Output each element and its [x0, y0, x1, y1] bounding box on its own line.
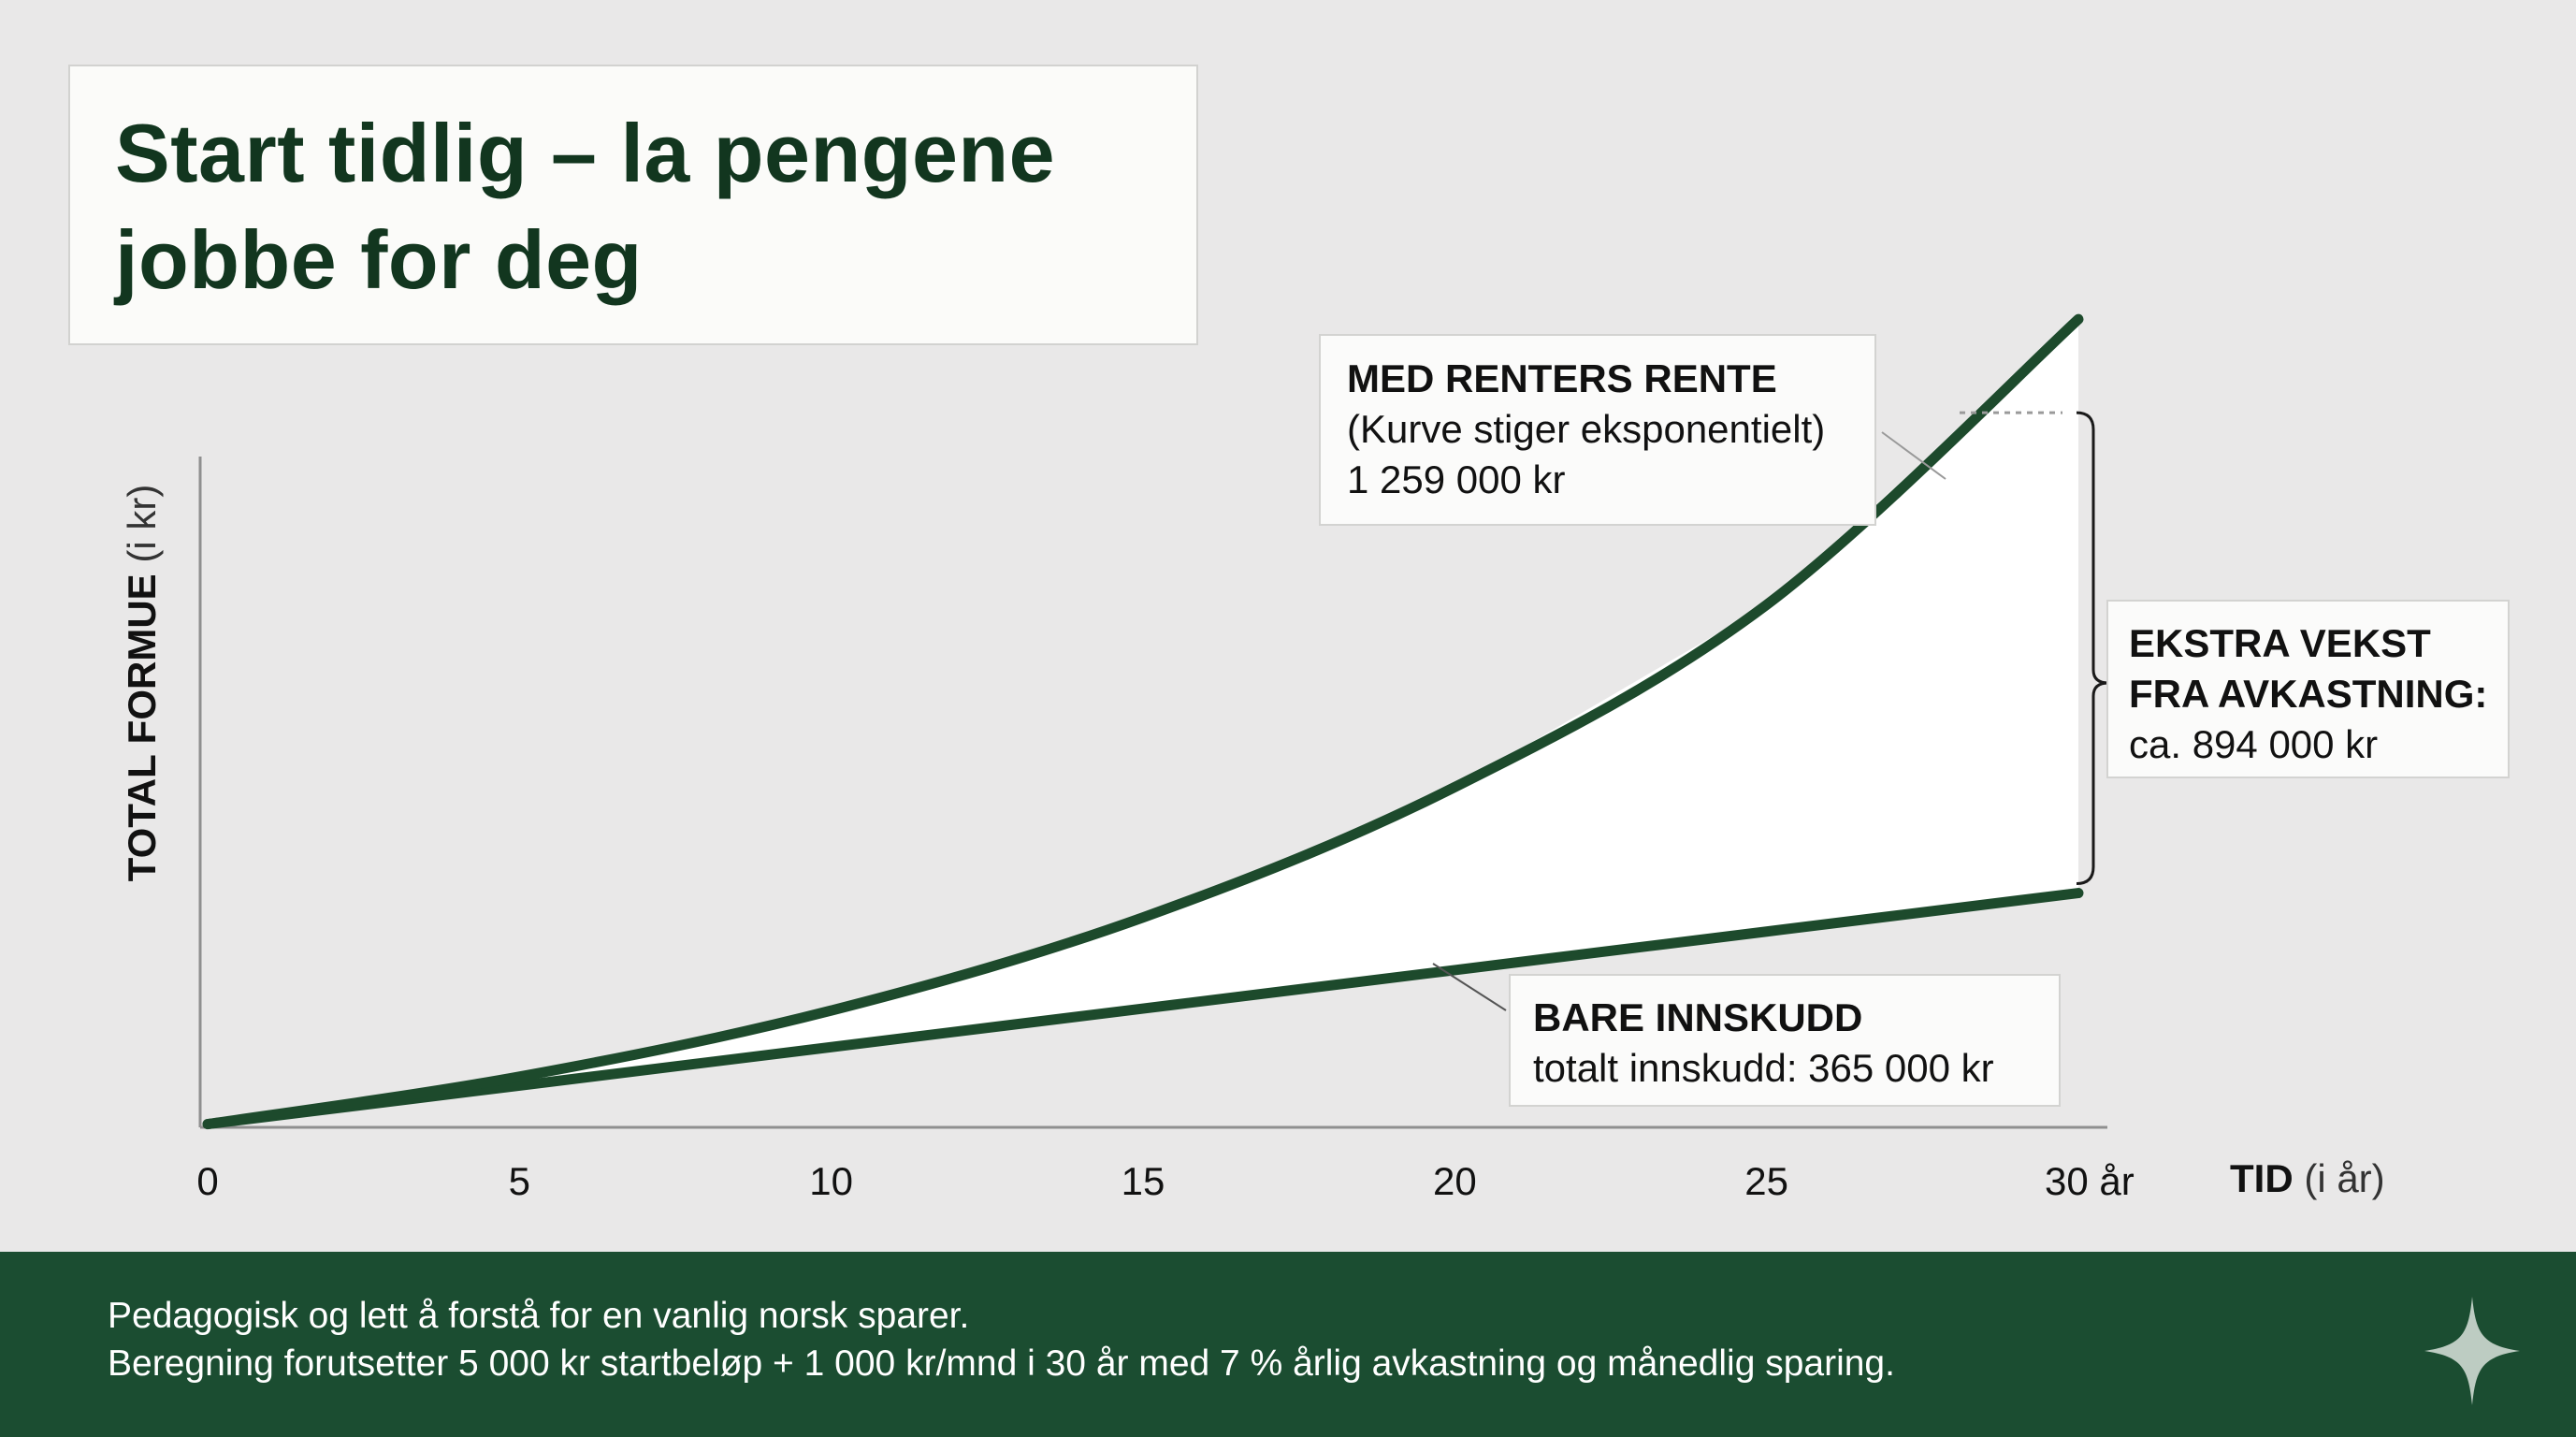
series-line-deposit: [202, 888, 2084, 1130]
x-tick-label: 15: [1122, 1159, 1165, 1203]
x-tick-label: 5: [509, 1159, 530, 1203]
footer-line-2: Beregning forutsetter 5 000 kr startbelø…: [108, 1343, 1895, 1384]
compound-leader-line: [1881, 431, 1946, 480]
page-title: Start tidlig – la pengene jobbe for deg: [115, 107, 1056, 306]
x-tick-label: 25: [1744, 1159, 1788, 1203]
extra-growth-callout: EKSTRA VEKST FRA AVKASTNING: ca. 894 000…: [2106, 600, 2510, 778]
compound-callout-heading: MED RENTERS RENTE: [1347, 356, 1777, 400]
title-box: Start tidlig – la pengene jobbe for deg: [68, 65, 1198, 345]
compound-interest-callout: MED RENTERS RENTE (Kurve stiger eksponen…: [1319, 334, 1876, 526]
x-tick-label: 20: [1433, 1159, 1477, 1203]
x-tick-label: 0: [196, 1159, 218, 1203]
deposit-callout-value: totalt innskudd: 365 000 kr: [1533, 1046, 1994, 1090]
x-tick-label: 30 år: [2045, 1159, 2135, 1203]
y-axis-label: TOTAL FORMUE (i kr): [120, 485, 165, 882]
compound-callout-note: (Kurve stiger eksponentielt): [1347, 407, 1826, 451]
extra-callout-heading-1: EKSTRA VEKST: [2129, 621, 2431, 665]
extra-callout-value: ca. 894 000 kr: [2129, 722, 2379, 766]
footer-line-1: Pedagogisk og lett å forstå for en vanli…: [108, 1296, 970, 1336]
x-axis-label: TID (i år): [2230, 1156, 2385, 1201]
footer-banner: Pedagogisk og lett å forstå for en vanli…: [0, 1252, 2576, 1437]
deposit-only-callout: BARE INNSKUDD totalt innskudd: 365 000 k…: [1509, 974, 2061, 1107]
chart: 0 5 10 15 20 25 30 år: [196, 313, 2135, 1203]
growth-gap-area: [208, 319, 2078, 1125]
y-axis-label-bold: TOTAL FORMUE: [120, 573, 164, 882]
deposit-callout-heading: BARE INNSKUDD: [1533, 995, 1863, 1039]
series-line-compound: [202, 313, 2084, 1130]
sparkle-icon: [2424, 1297, 2520, 1405]
y-axis-label-unit: (i kr): [120, 484, 164, 563]
x-tick-label: 10: [809, 1159, 853, 1203]
deposit-leader-line: [1432, 963, 1507, 1011]
x-axis-label-bold: TID: [2230, 1156, 2294, 1200]
compound-callout-value: 1 259 000 kr: [1347, 457, 1566, 501]
extra-growth-bracket: [2076, 411, 2109, 886]
extra-callout-heading-2: FRA AVKASTNING:: [2129, 672, 2488, 716]
x-axis-label-unit: (i år): [2304, 1156, 2385, 1200]
